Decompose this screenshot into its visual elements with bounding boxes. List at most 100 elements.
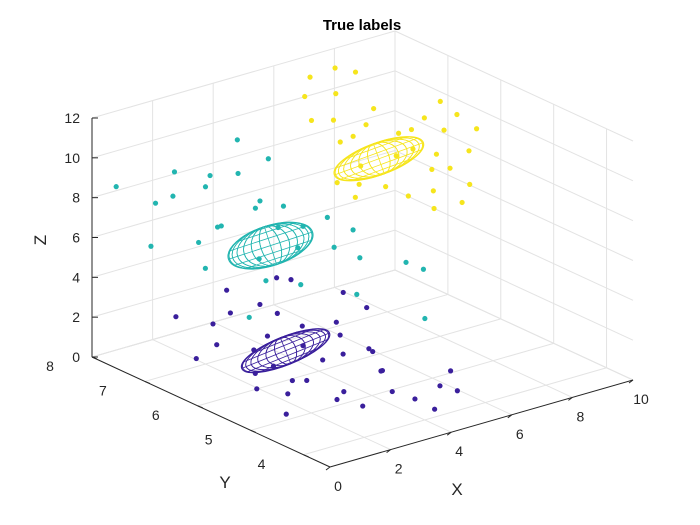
z-tick-label: 0 xyxy=(72,349,80,365)
series-1-point xyxy=(251,347,257,353)
series-2-point xyxy=(350,227,356,233)
series-3-point xyxy=(473,126,480,132)
grid-line xyxy=(91,189,396,278)
ellipsoid-parallel xyxy=(263,331,298,346)
series-1-point xyxy=(432,406,438,412)
grid-line xyxy=(250,342,554,431)
ellipsoid-parallel xyxy=(242,329,325,363)
x-tick-label: 4 xyxy=(455,443,463,459)
ellipsoid-parallel xyxy=(366,166,402,180)
series-2-point xyxy=(298,282,304,288)
grid-line xyxy=(394,30,634,142)
series-2-point xyxy=(234,137,240,143)
series-3-point xyxy=(429,166,435,173)
z-axis-label: Z xyxy=(31,235,50,245)
z-tick-label: 2 xyxy=(72,309,80,325)
series-3-point xyxy=(337,139,343,145)
series-3-point xyxy=(352,69,359,75)
ellipsoid-parallel xyxy=(273,355,308,370)
series-3-point xyxy=(395,130,402,136)
series-2-point xyxy=(257,198,263,204)
x-axis-line xyxy=(329,379,634,468)
series-1-point xyxy=(193,355,199,362)
series-1-point xyxy=(257,301,263,308)
series-3-point xyxy=(459,199,465,206)
series-3-point xyxy=(308,117,315,124)
series-2-point xyxy=(113,184,119,190)
series-3-point xyxy=(433,151,440,157)
series-2-point xyxy=(295,245,301,251)
x-tick-label: 6 xyxy=(516,426,524,442)
series-3-point xyxy=(410,146,416,152)
series-1-point xyxy=(337,332,343,338)
z-tick-label: 6 xyxy=(72,230,80,246)
ellipsoid-parallel xyxy=(228,231,313,260)
ellipsoid-parallel xyxy=(246,338,329,373)
ellipsoid-parallel xyxy=(229,225,308,252)
ellipsoid-parallel xyxy=(334,142,424,176)
series-2-point xyxy=(354,291,360,297)
grid-line xyxy=(91,110,396,199)
x-tick xyxy=(386,449,391,454)
series-2-point xyxy=(152,200,159,206)
series-1-point xyxy=(304,377,310,384)
series-2-point xyxy=(196,239,202,246)
grid-line xyxy=(91,269,396,358)
ellipsoid-parallel xyxy=(343,136,407,160)
series-2-point xyxy=(171,169,178,175)
grid-line xyxy=(152,339,391,451)
series-1-point xyxy=(340,289,346,296)
series-1-point xyxy=(283,411,289,417)
series-2-point xyxy=(275,224,281,231)
x-tick xyxy=(325,466,331,471)
x-tick-label: 0 xyxy=(334,478,342,494)
z-tick-label: 10 xyxy=(64,150,80,166)
x-axis-label: X xyxy=(451,480,462,499)
series-1-point xyxy=(370,348,376,355)
x-tick-label: 8 xyxy=(577,408,585,424)
y-tick-label: 8 xyxy=(46,358,54,374)
series-3-point xyxy=(447,165,453,171)
series-3-point xyxy=(302,93,308,100)
series-2-point xyxy=(202,265,208,271)
series-1-point xyxy=(379,367,386,374)
grid-line xyxy=(91,30,396,119)
series-2-point xyxy=(207,172,213,179)
y-tick-label: 4 xyxy=(258,456,266,472)
ellipsoid-parallel xyxy=(248,222,281,234)
series-2-point xyxy=(148,243,154,249)
series-2-point xyxy=(403,259,409,265)
ellipsoid-parallel xyxy=(339,149,423,180)
series-1-point xyxy=(274,310,280,316)
grid-line xyxy=(212,321,452,433)
series-3-point xyxy=(441,127,447,133)
y-tick xyxy=(303,454,309,458)
grid-line xyxy=(394,229,634,341)
series-1-point xyxy=(224,287,230,293)
grid-line xyxy=(303,367,607,456)
series-1-point xyxy=(270,363,277,369)
y-tick xyxy=(144,380,151,384)
y-tick xyxy=(250,429,256,433)
series-2-point xyxy=(324,214,330,220)
grid-line xyxy=(394,269,634,381)
series-1-point xyxy=(341,389,347,395)
ellipsoid-parallel xyxy=(233,239,312,266)
y-tick xyxy=(197,405,203,409)
series-2-point xyxy=(235,170,241,177)
ellipsoid-parallel xyxy=(351,157,415,182)
grid-line xyxy=(394,70,634,182)
series-3-point xyxy=(307,74,313,80)
y-tick-label: 6 xyxy=(152,407,160,423)
series-3-point xyxy=(352,194,358,200)
series-1-point xyxy=(447,368,454,374)
series-3-point xyxy=(421,115,427,121)
z-tick-label: 8 xyxy=(72,190,80,206)
ellipsoid-parallel xyxy=(356,138,391,152)
grid-line xyxy=(91,150,396,238)
series-1-point xyxy=(299,323,305,329)
series-2-point xyxy=(170,193,176,199)
x-tick xyxy=(628,379,634,384)
ellipsoid-parallel xyxy=(241,332,330,369)
ellipsoid-2 xyxy=(227,221,314,270)
